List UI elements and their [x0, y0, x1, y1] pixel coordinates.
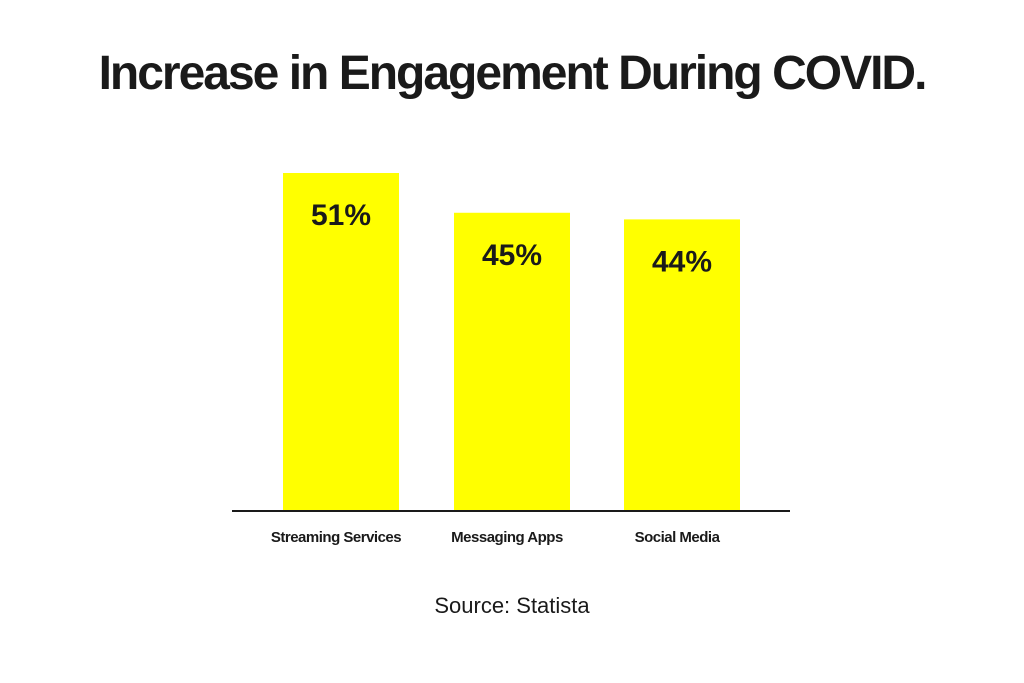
bar-social-media: [624, 219, 740, 511]
value-label: 45%: [482, 239, 542, 272]
value-label: 44%: [652, 245, 712, 278]
bar-streaming-services: [283, 173, 399, 511]
category-label: Streaming Services: [271, 529, 401, 546]
category-label: Social Media: [635, 529, 721, 546]
bar-messaging-apps: [454, 212, 570, 511]
category-labels-group: Streaming Services Messaging Apps Social M…: [271, 529, 721, 546]
chart-title: Increase in Engagement During COVID.: [98, 47, 928, 100]
value-labels-group: 51% 45% 44%: [311, 199, 712, 278]
bars-group: [283, 173, 740, 511]
value-label: 51%: [311, 199, 371, 232]
category-label: Messaging Apps: [451, 529, 563, 546]
source-note: Source: Statista: [434, 593, 590, 618]
